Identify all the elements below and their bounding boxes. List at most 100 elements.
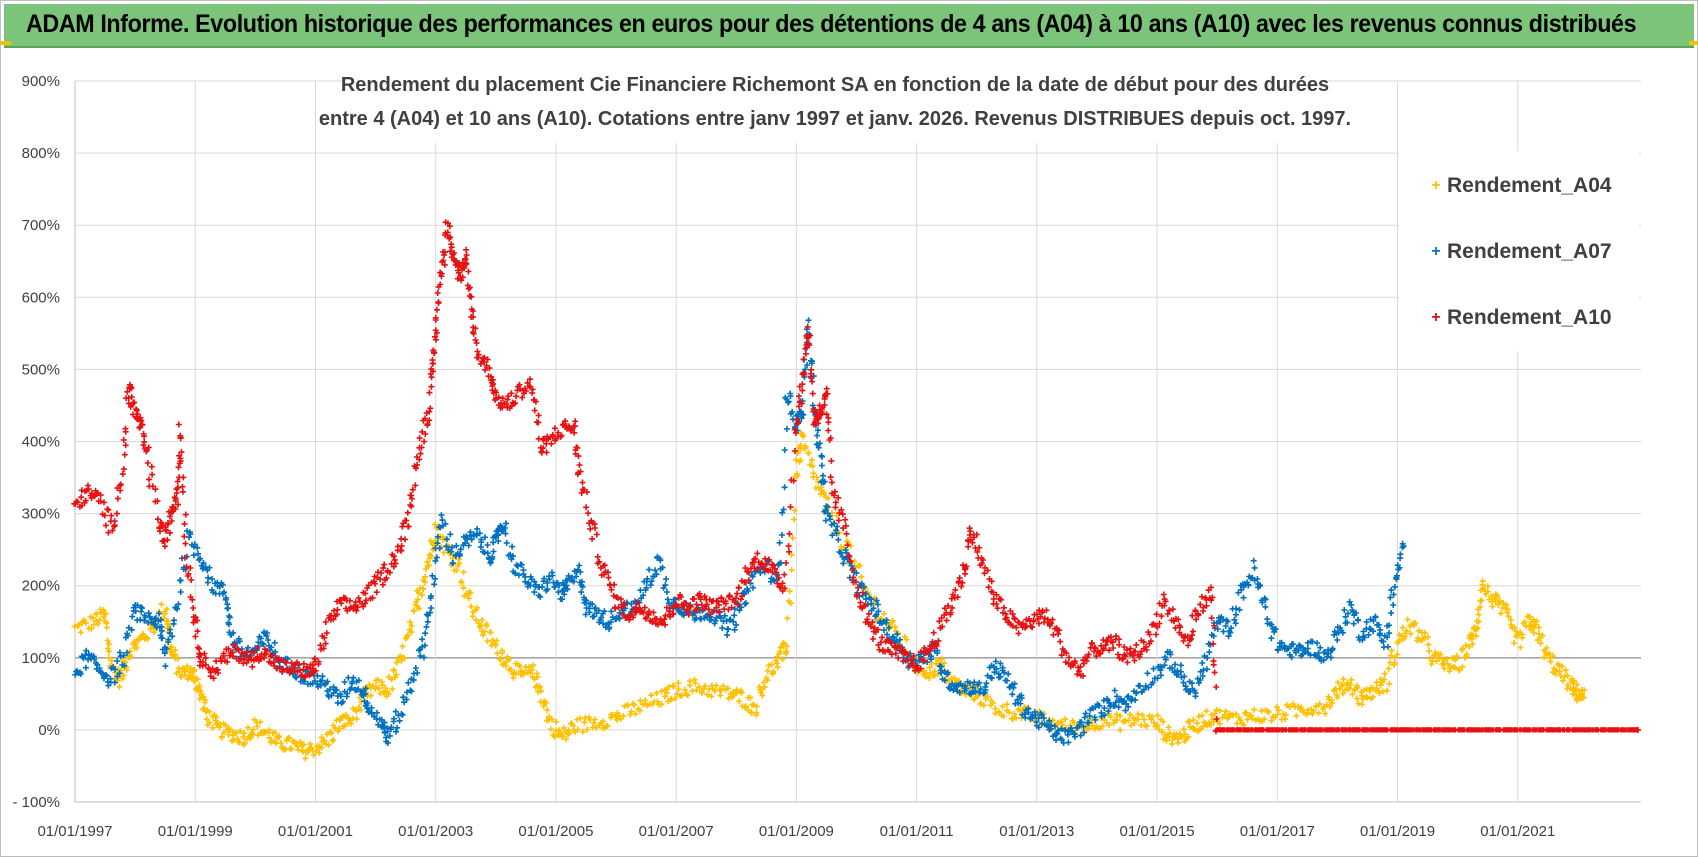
point-Rendement_A04 [236,739,243,746]
point-Rendement_A07 [1344,619,1351,626]
point-Rendement_A10 [286,670,293,676]
point-Rendement_A07 [355,677,362,684]
point-Rendement_A10 [826,437,833,443]
point-Rendement_A07 [1350,620,1357,627]
point-Rendement_A04 [428,553,434,559]
point-Rendement_A10 [807,332,814,339]
point-Rendement_A07 [1315,653,1322,660]
point-Rendement_A04 [499,649,506,656]
point-Rendement_A04 [410,608,417,615]
point-Rendement_A04 [559,733,566,740]
point-Rendement_A04 [375,676,381,683]
point-Rendement_A04 [390,667,397,674]
point-Rendement_A10 [846,553,853,560]
point-Rendement_A07 [476,530,483,537]
point-Rendement_A07 [383,734,389,741]
point-Rendement_A04 [426,562,432,569]
point-Rendement_A07 [809,358,815,365]
point-Rendement_A10 [722,600,729,607]
point-Rendement_A10 [134,411,141,418]
point-Rendement_A07 [650,573,657,580]
point-Rendement_A07 [997,673,1004,680]
point-Rendement_A04 [724,685,731,692]
point-Rendement_A10 [871,624,878,631]
point-Rendement_A10 [85,486,92,493]
point-Rendement_A04 [1327,703,1333,710]
point-Rendement_A04 [272,729,278,736]
point-Rendement_A07 [783,425,790,432]
point-Rendement_A04 [1479,578,1486,585]
point-Rendement_A04 [479,617,486,623]
point-Rendement_A04 [712,687,718,694]
point-Rendement_A10 [527,376,533,383]
point-Rendement_A07 [399,711,406,718]
point-Rendement_A07 [226,614,233,621]
point-Rendement_A10 [725,606,732,613]
point-Rendement_A10 [430,360,436,367]
x-tick-label-1: 01/01/1999 [158,823,233,840]
point-Rendement_A04 [1385,665,1392,672]
point-Rendement_A10 [1076,668,1083,675]
x-tick-label-10: 01/01/2017 [1240,823,1315,840]
point-Rendement_A04 [1519,631,1526,638]
point-Rendement_A10 [888,640,895,647]
point-Rendement_A10 [703,601,710,608]
point-Rendement_A10 [870,636,876,642]
point-Rendement_A10 [118,481,124,488]
point-Rendement_A07 [1387,594,1394,601]
point-Rendement_A07 [1231,616,1238,623]
point-Rendement_A07 [380,723,387,730]
point-Rendement_A04 [810,470,817,477]
point-Rendement_A04 [465,595,472,602]
point-Rendement_A04 [1443,655,1450,662]
point-Rendement_A04 [1504,606,1511,613]
point-Rendement_A07 [314,680,321,687]
point-Rendement_A07 [503,520,509,527]
point-Rendement_A07 [319,673,326,680]
point-Rendement_A04 [1459,663,1466,670]
point-Rendement_A07 [884,631,890,638]
point-Rendement_A04 [620,713,627,720]
point-Rendement_A04 [1369,694,1376,701]
point-Rendement_A07 [419,636,426,643]
point-Rendement_A07 [1112,699,1119,706]
point-Rendement_A04 [566,730,573,737]
point-Rendement_A10 [145,444,152,451]
point-Rendement_A10 [630,614,637,621]
point-Rendement_A04 [1261,716,1268,723]
point-Rendement_A10 [845,552,852,559]
point-Rendement_A07 [443,536,450,543]
point-Rendement_A07 [816,440,823,447]
point-Rendement_A10 [974,548,981,555]
point-Rendement_A10 [1047,620,1054,627]
point-Rendement_A10 [166,529,173,536]
point-Rendement_A10 [978,560,985,567]
point-Rendement_A07 [578,589,585,596]
point-Rendement_A04 [119,675,126,682]
point-Rendement_A04 [95,621,102,627]
point-Rendement_A10 [573,444,580,451]
point-Rendement_A04 [240,734,247,740]
point-Rendement_A10 [1009,623,1016,629]
point-Rendement_A07 [83,647,90,654]
series-Rendement_A04 [71,430,1588,762]
point-Rendement_A07 [976,679,983,686]
point-Rendement_A07 [582,611,589,618]
point-Rendement_A04 [1135,711,1142,718]
point-Rendement_A07 [780,506,787,513]
point-Rendement_A10 [138,421,145,428]
point-Rendement_A10 [735,584,742,591]
point-Rendement_A04 [1156,726,1163,733]
point-Rendement_A07 [1081,714,1088,721]
point-Rendement_A10 [157,528,163,535]
point-Rendement_A07 [105,682,112,689]
point-Rendement_A04 [1403,627,1410,634]
point-Rendement_A10 [499,395,506,402]
y-tick-label-10: - 100% [12,794,60,811]
point-Rendement_A04 [297,739,304,746]
point-Rendement_A04 [1274,711,1281,718]
point-Rendement_A10 [152,486,159,493]
point-Rendement_A07 [134,602,141,609]
point-Rendement_A10 [548,440,555,447]
